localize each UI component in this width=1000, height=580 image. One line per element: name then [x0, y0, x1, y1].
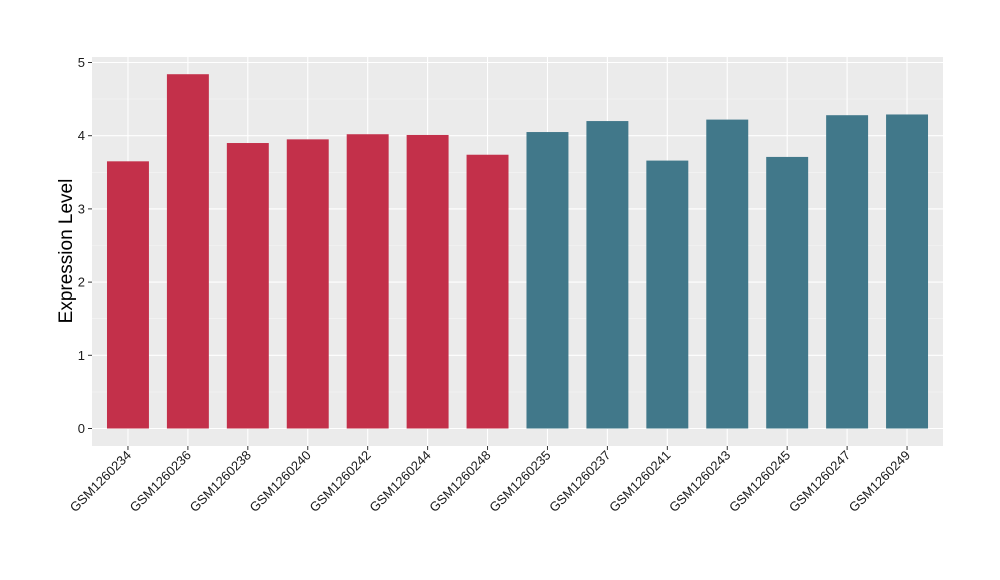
x-tick-label: GSM1260245	[726, 448, 793, 515]
y-tick-label: 5	[78, 55, 85, 70]
y-tick-label: 3	[78, 201, 85, 216]
x-tick-label: GSM1260249	[846, 448, 913, 515]
y-tick-label: 1	[78, 348, 85, 363]
bar-gsm1260237	[586, 121, 629, 429]
x-tick-label: GSM1260235	[486, 448, 553, 515]
bars	[106, 74, 929, 429]
bar-gsm1260249	[886, 114, 929, 429]
bar-gsm1260236	[166, 74, 209, 429]
bar-gsm1260238	[226, 143, 269, 429]
bar-gsm1260235	[526, 132, 569, 429]
bar-gsm1260248	[466, 154, 509, 429]
x-tick-label: GSM1260248	[426, 448, 493, 515]
bar-gsm1260247	[826, 115, 869, 429]
x-tick-label: GSM1260234	[67, 448, 134, 515]
x-tick-label: GSM1260242	[306, 448, 373, 515]
x-tick-label: GSM1260241	[606, 448, 673, 515]
bar-gsm1260240	[286, 139, 329, 429]
bar-gsm1260245	[766, 156, 809, 429]
x-tick-label: GSM1260236	[127, 448, 194, 515]
bar-gsm1260234	[106, 161, 149, 429]
bar-gsm1260241	[646, 160, 689, 429]
x-tick-label: GSM1260240	[247, 448, 314, 515]
bar-gsm1260244	[406, 134, 449, 429]
y-tick-label: 4	[78, 128, 85, 143]
x-tick-label: GSM1260243	[666, 448, 733, 515]
plot-panel	[92, 57, 943, 446]
x-tick-label: GSM1260237	[546, 448, 613, 515]
y-tick-label: 2	[78, 275, 85, 290]
x-tick-label: GSM1260238	[187, 448, 254, 515]
x-axis: GSM1260234GSM1260236GSM1260238GSM1260240…	[67, 446, 913, 515]
y-tick-label: 0	[78, 421, 85, 436]
x-tick-label: GSM1260244	[366, 448, 433, 515]
x-tick-label: GSM1260247	[786, 448, 853, 515]
bar-gsm1260242	[346, 134, 389, 429]
y-axis: 0 1 2 3 4 5	[78, 55, 92, 436]
y-axis-title: Expression Level	[56, 179, 77, 324]
bar-gsm1260243	[706, 119, 749, 429]
